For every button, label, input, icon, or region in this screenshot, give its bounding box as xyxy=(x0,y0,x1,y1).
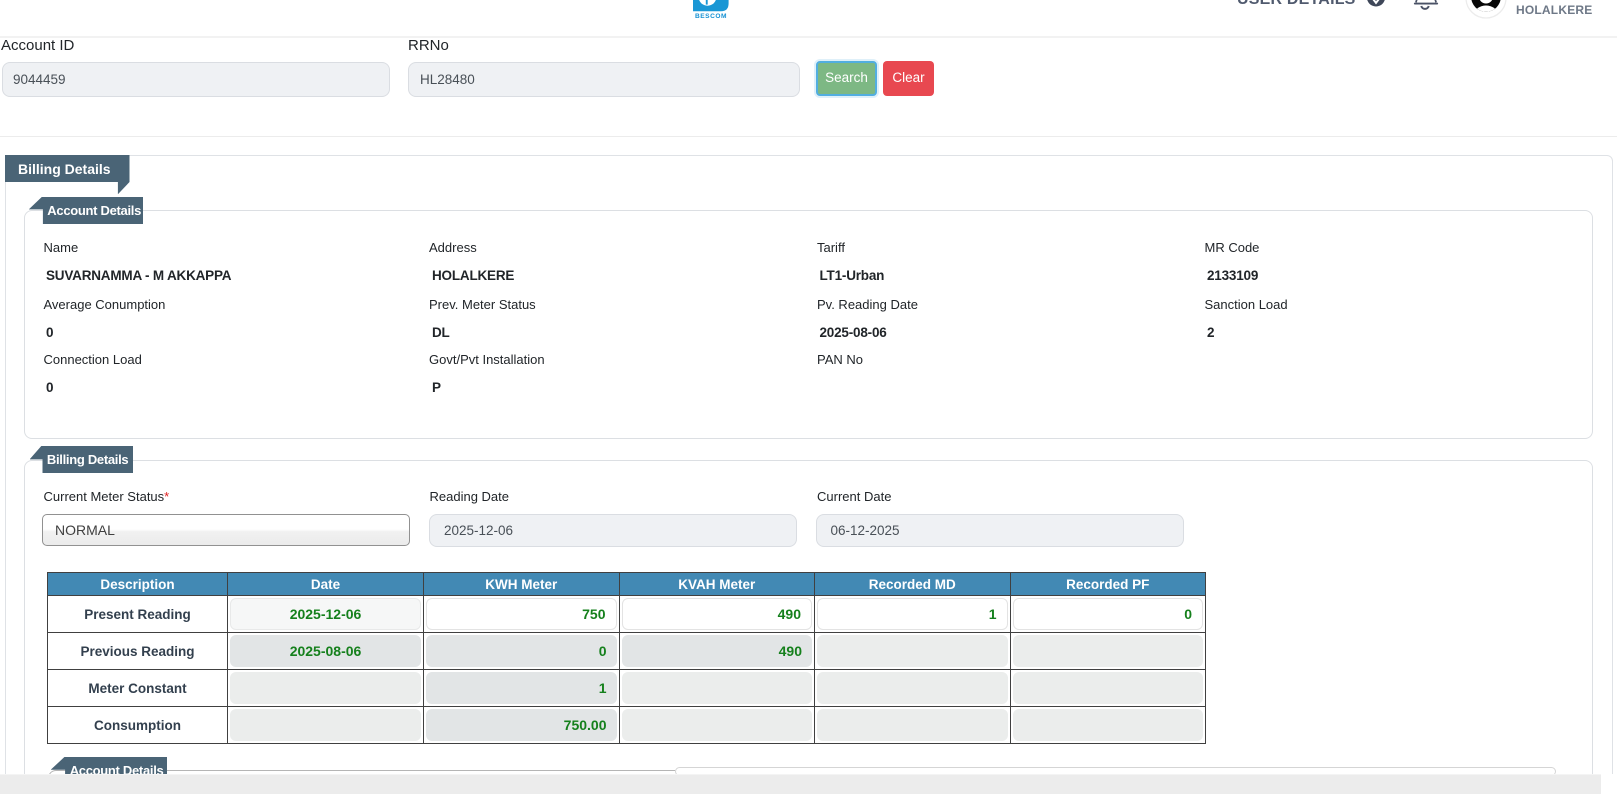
svg-text:BESCOM: BESCOM xyxy=(695,13,727,20)
